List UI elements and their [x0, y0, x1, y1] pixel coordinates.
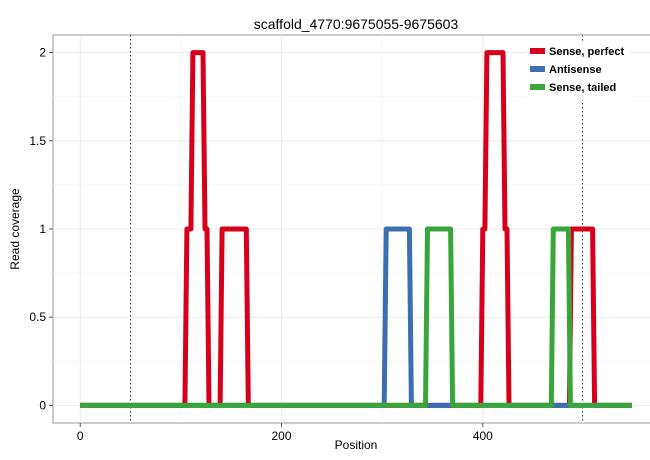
- y-tick-label: 1.5: [29, 134, 46, 148]
- legend-swatch: [530, 66, 545, 72]
- legend-label: Antisense: [549, 64, 602, 76]
- legend-label: Sense, perfect: [549, 46, 625, 58]
- x-tick-label: 0: [77, 429, 84, 443]
- x-tick-label: 400: [473, 429, 493, 443]
- legend-swatch: [530, 48, 545, 54]
- chart-title: scaffold_4770:9675055-9675603: [254, 16, 459, 32]
- y-tick-label: 0.5: [29, 310, 46, 324]
- y-axis-title: Read coverage: [8, 188, 22, 270]
- x-axis: 0 200 400: [77, 423, 493, 443]
- y-tick-label: 1: [39, 222, 46, 236]
- legend: Sense, perfect Antisense Sense, tailed: [526, 42, 630, 100]
- y-tick-label: 2: [39, 46, 46, 60]
- series-line: [80, 226, 632, 408]
- y-tick-label: 0: [39, 398, 46, 412]
- y-axis: 0 0.5 1 1.5 2: [29, 46, 53, 412]
- x-axis-title: Position: [335, 438, 378, 452]
- series-lines: [80, 50, 632, 408]
- x-tick-label: 200: [271, 429, 291, 443]
- legend-label: Sense, tailed: [549, 82, 616, 94]
- legend-swatch: [530, 84, 545, 90]
